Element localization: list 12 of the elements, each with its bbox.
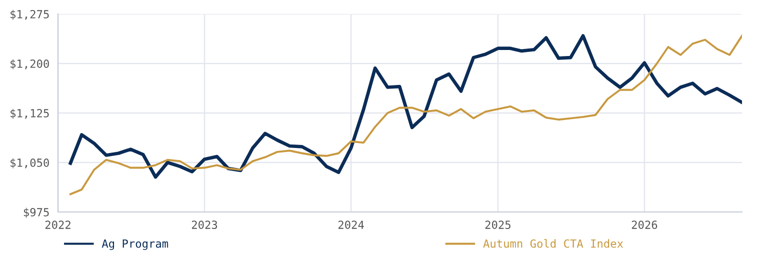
legend-label: Autumn Gold CTA Index: [483, 239, 624, 248]
x-tick-label: 2025: [485, 220, 510, 229]
y-tick-label: $1,275: [10, 10, 49, 20]
y-tick-label: $1,200: [10, 59, 49, 70]
legend-label: Ag Program: [102, 240, 168, 250]
y-tick-label: $1,125: [10, 108, 49, 119]
y-tick-label: $1,050: [10, 158, 49, 168]
x-tick-label: 2022: [45, 220, 70, 229]
x-tick-label: 2026: [632, 220, 658, 229]
y-tick-label: $975: [24, 208, 49, 218]
x-tick-label: 2023: [192, 220, 218, 229]
x-tick-label: 2024: [338, 220, 364, 229]
